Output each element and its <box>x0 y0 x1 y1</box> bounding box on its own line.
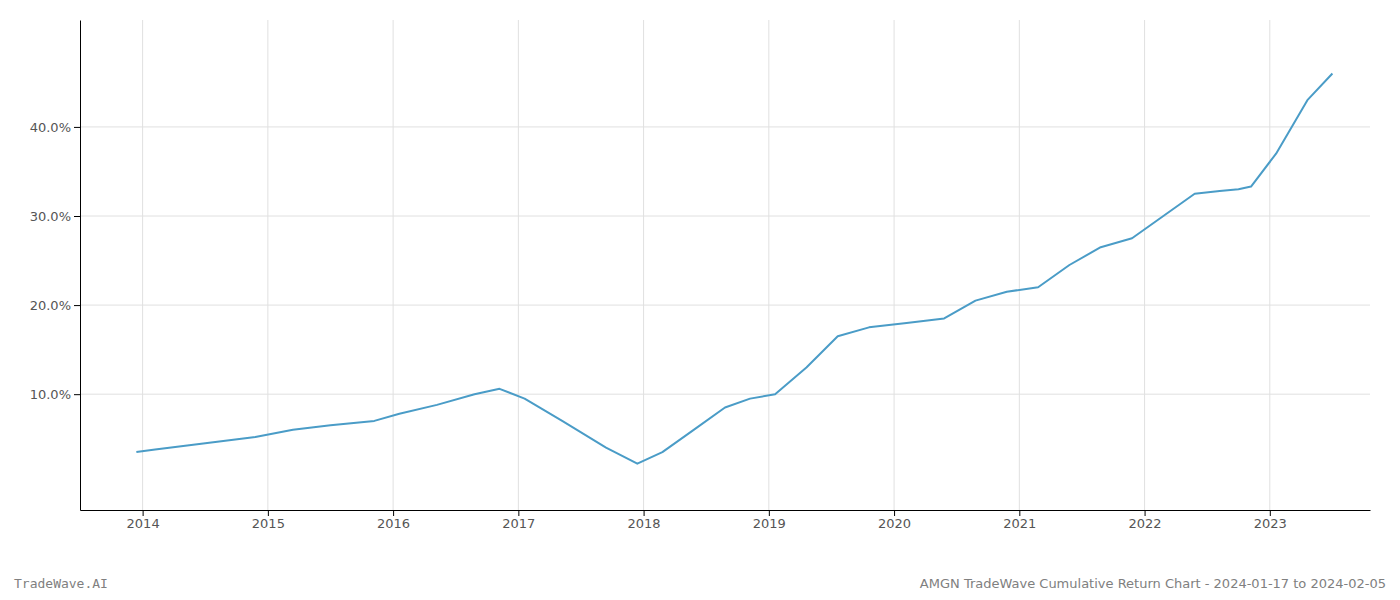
x-axis-tick: 2017 <box>502 510 535 531</box>
grid-line <box>80 216 1370 217</box>
x-axis-tick-label: 2022 <box>1129 516 1162 531</box>
x-axis-tick: 2016 <box>377 510 410 531</box>
chart: 2014 2015 2016 2017 2018 2019 2020 2021 2022 2023… <box>0 0 1400 600</box>
x-axis-tick-label: 2017 <box>502 516 535 531</box>
grid <box>80 20 1370 510</box>
y-axis-line <box>80 21 81 511</box>
grid-line <box>80 126 1370 127</box>
x-axis-tick-mark <box>769 510 770 516</box>
y-axis-tick: 40.0% <box>30 120 80 135</box>
grid-line <box>643 20 644 510</box>
x-axis-tick: 2019 <box>753 510 786 531</box>
x-axis-tick: 2018 <box>628 510 661 531</box>
grid-line <box>768 20 769 510</box>
x-axis-tick: 2023 <box>1254 510 1287 531</box>
grid-line <box>267 20 268 510</box>
x-axis-line <box>81 510 1371 511</box>
grid-line <box>393 20 394 510</box>
grid-line <box>894 20 895 510</box>
grid-line <box>80 305 1370 306</box>
watermark: TradeWave.AI <box>14 576 108 591</box>
x-axis-tick-mark <box>1145 510 1146 516</box>
x-axis-tick-label: 2021 <box>1003 516 1036 531</box>
grid-line <box>518 20 519 510</box>
y-axis: 10.0% 20.0% 30.0% 40.0% <box>30 21 81 511</box>
y-axis-tick-mark <box>74 394 80 395</box>
x-axis-tick-label: 2018 <box>628 516 661 531</box>
y-axis-tick: 10.0% <box>30 387 80 402</box>
x-axis-tick-mark <box>644 510 645 516</box>
title: AMGN TradeWave Cumulative Return Chart -… <box>920 576 1386 591</box>
x-axis: 2014 2015 2016 2017 2018 2019 2020 2021 2022 2023 <box>81 510 1371 531</box>
x-axis-tick-mark <box>1270 510 1271 516</box>
y-axis-tick: 30.0% <box>30 209 80 224</box>
grid-line <box>142 20 143 510</box>
x-axis-tick: 2022 <box>1129 510 1162 531</box>
x-axis-tick: 2021 <box>1003 510 1036 531</box>
line <box>136 73 1332 463</box>
marks <box>136 73 1332 463</box>
x-axis-tick-label: 2015 <box>252 516 285 531</box>
y-axis-tick-label: 20.0% <box>30 298 71 313</box>
x-axis-tick-label: 2020 <box>878 516 911 531</box>
x-axis-tick-label: 2019 <box>753 516 786 531</box>
y-axis-tick-label: 40.0% <box>30 120 71 135</box>
x-axis-tick-mark <box>894 510 895 516</box>
x-axis-tick-mark <box>143 510 144 516</box>
x-axis-tick-mark <box>393 510 394 516</box>
x-axis-tick-label: 2023 <box>1254 516 1287 531</box>
y-axis-tick-mark <box>74 216 80 217</box>
x-axis-tick-label: 2016 <box>377 516 410 531</box>
x-axis-tick: 2020 <box>878 510 911 531</box>
grid-line <box>1269 20 1270 510</box>
grid-line <box>80 394 1370 395</box>
x-axis-tick-mark <box>518 510 519 516</box>
y-axis-tick-label: 30.0% <box>30 209 71 224</box>
x-axis-tick-mark <box>1019 510 1020 516</box>
grid-line <box>1144 20 1145 510</box>
x-axis-tick: 2014 <box>127 510 160 531</box>
x-axis-tick: 2015 <box>252 510 285 531</box>
y-axis-tick-mark <box>74 305 80 306</box>
plot: 2014 2015 2016 2017 2018 2019 2020 2021 2022 2023… <box>30 20 1371 531</box>
y-axis-tick-label: 10.0% <box>30 387 71 402</box>
y-axis-tick-mark <box>74 127 80 128</box>
grid-line <box>1019 20 1020 510</box>
y-axis-tick: 20.0% <box>30 298 80 313</box>
x-axis-tick-mark <box>268 510 269 516</box>
x-axis-tick-label: 2014 <box>127 516 160 531</box>
